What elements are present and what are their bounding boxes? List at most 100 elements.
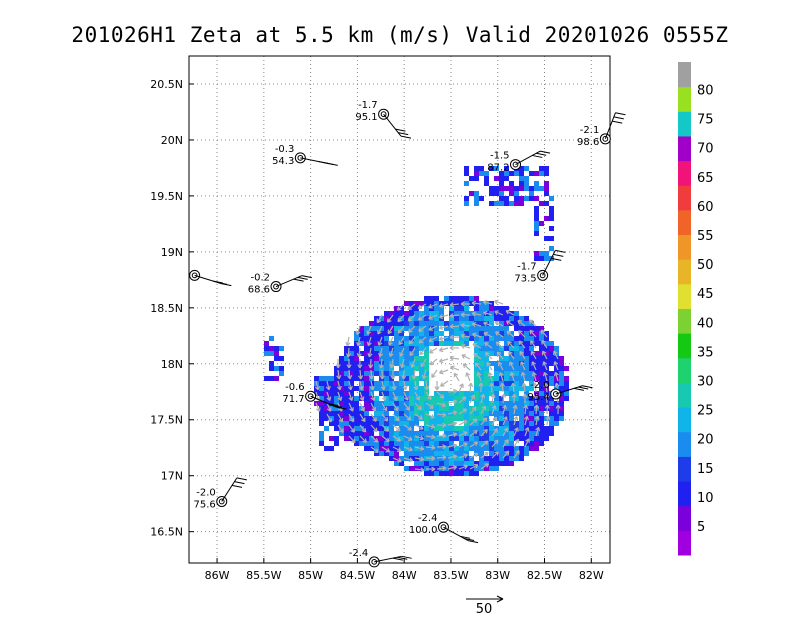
wind-vector-arrow <box>496 351 504 360</box>
wind-barb-staff <box>383 113 402 137</box>
wind-vector-arrow <box>458 419 468 426</box>
obs-value-bottom: 95.1 <box>355 112 377 123</box>
dropsonde-marker: -0.268.6 <box>248 273 312 296</box>
wind-vector-arrow <box>428 303 438 309</box>
wind-vector-arrow <box>392 391 398 401</box>
dropsonde-marker: -2.198.6 <box>577 112 626 148</box>
wind-vector-arrow <box>392 413 400 422</box>
y-tick-label: 19.5N <box>150 190 183 203</box>
wind-vector-arrow <box>359 402 365 412</box>
wind-vector-arrow <box>494 320 504 327</box>
colorbar-label: 20 <box>697 433 714 448</box>
wind-vector-arrow <box>460 301 471 307</box>
wind-vector-arrow <box>528 319 537 327</box>
wind-vector-arrow <box>495 341 504 349</box>
wind-vector-arrow <box>494 310 504 316</box>
wind-vector-arrow <box>414 456 425 462</box>
wind-vector-arrow <box>458 453 468 459</box>
wind-vector-arrow <box>436 433 447 439</box>
wind-vector-arrow <box>447 432 458 438</box>
wind-vector-arrow <box>417 303 427 310</box>
wind-vector-arrow <box>425 455 436 461</box>
wind-vector-arrow <box>403 424 413 431</box>
obs-value-top: -1.5 <box>490 151 510 162</box>
wind-vector-arrow <box>403 457 414 463</box>
wind-vector-arrow <box>345 347 352 358</box>
wind-vector-arrow <box>458 442 468 448</box>
wind-vector-arrow <box>425 434 436 440</box>
wind-vector-arrow <box>460 312 471 318</box>
wind-vector-arrow <box>347 380 353 391</box>
wind-vector-arrow <box>418 325 427 332</box>
colorbar-label: 55 <box>697 229 714 244</box>
wind-vector-arrow <box>491 439 499 448</box>
wind-vector-arrow <box>391 380 397 391</box>
obs-value-top: -2.1 <box>580 125 600 136</box>
wind-vector-arrow <box>326 413 333 423</box>
wind-barb-flag <box>301 275 312 279</box>
station-circle-inner <box>539 272 546 279</box>
wind-vector-arrow <box>469 452 479 459</box>
wind-vector-arrow <box>409 347 416 357</box>
wind-barb-flag <box>582 385 593 389</box>
x-tick-label: 86W <box>205 569 230 582</box>
x-tick-label: 84W <box>392 569 417 582</box>
wind-vector-arrow <box>471 311 482 317</box>
wind-vector-arrow <box>438 358 449 364</box>
wind-vector-arrow <box>449 345 460 351</box>
wind-vector-arrow <box>436 412 447 418</box>
obs-value-top: -0.2 <box>250 273 270 284</box>
wind-barb-flag <box>328 403 339 407</box>
wind-vector-arrow <box>502 439 509 448</box>
colorbar-swatch <box>678 283 691 309</box>
wind-vector-arrow <box>506 330 515 338</box>
wind-vector-arrow <box>505 320 515 327</box>
wind-vector-arrow <box>348 402 354 412</box>
wind-vector-arrow <box>376 314 383 324</box>
wind-vector-arrow <box>387 314 394 323</box>
wind-vector-arrow <box>502 404 507 415</box>
wind-vector-arrow <box>449 355 460 361</box>
wind-vector-arrow <box>449 302 460 308</box>
wind-vector-arrow <box>542 371 548 382</box>
observations: -1.795.1-0.354.3 -1.587.2-2.198.6-0.268.6… <box>189 100 626 568</box>
wind-vector-arrow <box>447 421 458 427</box>
wind-vector-arrow <box>428 314 438 320</box>
wind-vector-arrow <box>407 303 416 311</box>
wind-vector-arrow <box>505 309 515 316</box>
wind-vector-arrow <box>517 319 526 327</box>
wind-barb-flag <box>555 249 566 253</box>
colorbar-swatch <box>678 308 691 334</box>
wind-vector-arrow <box>348 391 354 401</box>
wind-vector-arrow <box>469 430 478 437</box>
wind-vector-arrow <box>544 404 550 415</box>
wind-barb-flag <box>578 386 589 390</box>
wind-vector-arrow <box>359 435 367 443</box>
wind-vector-arrow <box>337 424 344 433</box>
wind-barb-flag <box>398 132 409 136</box>
wind-vector-arrow <box>491 405 497 415</box>
wind-vector-arrow <box>436 454 447 461</box>
wind-vector-arrow <box>401 369 407 380</box>
station-circle-inner <box>512 161 519 168</box>
wind-vector-arrow <box>417 314 427 321</box>
wind-vector-arrow <box>425 424 436 430</box>
wind-vector-arrow <box>522 393 528 404</box>
wind-vector-arrow <box>355 325 361 335</box>
wind-vector-arrow <box>508 351 515 360</box>
chart-title: 201026H1 Zeta at 5.5 km (m/s) Valid 2020… <box>71 23 728 47</box>
wind-vector-arrow <box>378 347 384 358</box>
wind-vector-arrow <box>469 418 478 426</box>
wind-vector-arrow <box>414 391 421 401</box>
wind-vector-arrow <box>414 424 424 430</box>
wind-vector-arrow <box>509 361 515 371</box>
wind-vector-arrow <box>359 424 367 433</box>
colorbar-swatch <box>678 357 691 383</box>
y-tick-label: 19N <box>161 246 183 259</box>
wind-vector-arrow <box>431 369 438 378</box>
wind-vectors <box>314 299 561 473</box>
x-tick-label: 82.5W <box>527 569 562 582</box>
wind-vector-arrow <box>438 347 449 353</box>
wind-vector-arrow <box>529 329 537 338</box>
wind-vector-arrow <box>469 463 479 470</box>
